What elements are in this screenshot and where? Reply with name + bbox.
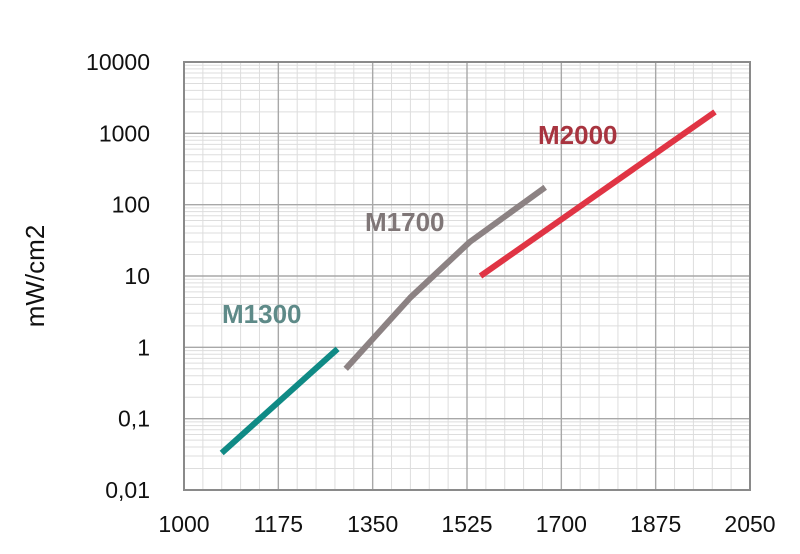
x-axis-ticks: 1000 1175 1350 1525 1700 1875 2050 (158, 511, 775, 537)
x-tick-label: 1875 (630, 511, 681, 537)
y-axis-label: mW/cm2 (20, 225, 50, 328)
series-lines (219, 109, 717, 456)
y-tick-label: 100 (112, 192, 150, 218)
plot-frame (183, 61, 751, 491)
y-tick-label: 1 (137, 334, 150, 360)
x-tick-label: 1525 (441, 511, 492, 537)
series-label-m2000: M2000 (538, 120, 618, 150)
x-tick-label: 1175 (254, 511, 303, 537)
y-tick-label: 1000 (99, 120, 150, 146)
x-tick-label: 2050 (724, 511, 775, 537)
y-tick-label: 10000 (86, 49, 150, 75)
x-tick-label: 1700 (536, 511, 587, 537)
y-tick-label: 0,1 (118, 406, 150, 432)
y-tick-label: 0,01 (105, 477, 150, 503)
y-axis-ticks: 0,01 0,1 1 10 100 1000 10000 (86, 49, 150, 503)
series-line-m1700 (343, 184, 547, 371)
x-tick-label: 1350 (347, 511, 398, 537)
y-tick-label: 10 (124, 263, 150, 289)
series-line-m1300 (219, 346, 340, 456)
series-line-m2000 (478, 109, 717, 279)
series-label-m1700: M1700 (365, 207, 445, 237)
x-tick-label: 1000 (158, 511, 209, 537)
series-label-m1300: M1300 (222, 299, 302, 329)
